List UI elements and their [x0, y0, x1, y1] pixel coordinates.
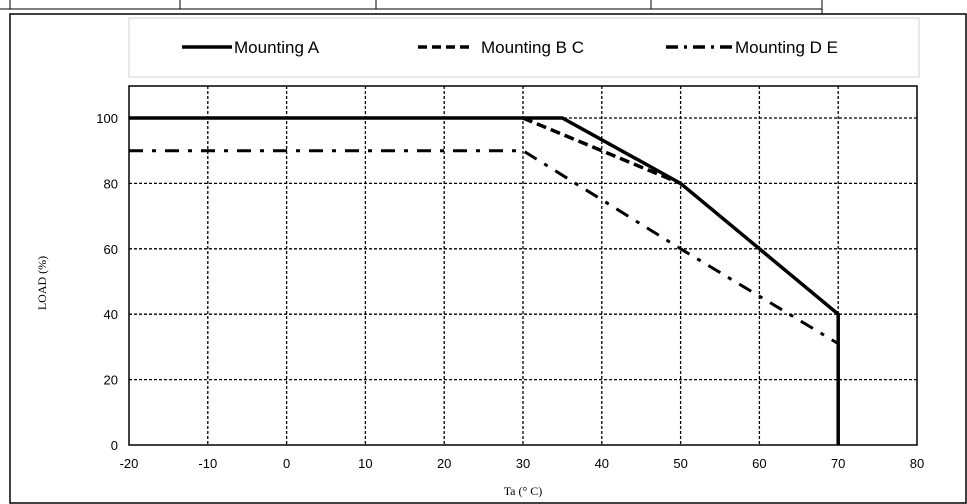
- series-line-de: [129, 149, 839, 345]
- y-tick-label: 20: [104, 373, 118, 388]
- x-tick-label: 40: [595, 456, 609, 471]
- legend-label-de: Mounting D E: [735, 38, 838, 57]
- x-tick-label: 30: [516, 456, 530, 471]
- legend-box: [128, 17, 920, 78]
- x-tick-label: 50: [673, 456, 687, 471]
- series-line-bc: [522, 116, 682, 186]
- x-tick-label: 70: [831, 456, 845, 471]
- x-tick-label: 10: [358, 456, 372, 471]
- x-tick-label: 20: [437, 456, 451, 471]
- y-tick-label: 0: [111, 438, 118, 453]
- x-tick-label: 60: [752, 456, 766, 471]
- y-tick-labels: 0 20 40 60 80 100: [96, 111, 118, 453]
- table-fragment-lines: [0, 0, 823, 14]
- y-axis-title: LOAD (%): [35, 256, 49, 310]
- x-tick-label: 80: [910, 456, 924, 471]
- x-tick-label: 0: [283, 456, 290, 471]
- x-tick-label: -20: [120, 456, 139, 471]
- y-tick-label: 100: [96, 111, 118, 126]
- y-tick-label: 80: [104, 176, 118, 191]
- legend: Mounting A Mounting B C Mounting D E: [128, 17, 920, 78]
- legend-label-a: Mounting A: [234, 38, 320, 57]
- x-axis-title: Ta (° C): [504, 484, 543, 498]
- plot-area: [128, 85, 918, 446]
- y-tick-label: 60: [104, 242, 118, 257]
- y-tick-label: 40: [104, 307, 118, 322]
- series-lines: [129, 116, 840, 445]
- x-tick-label: -10: [198, 456, 217, 471]
- legend-label-bc: Mounting B C: [481, 38, 584, 57]
- x-tick-labels: -20 -10 0 10 20 30 40 50 60 70 80: [120, 456, 925, 471]
